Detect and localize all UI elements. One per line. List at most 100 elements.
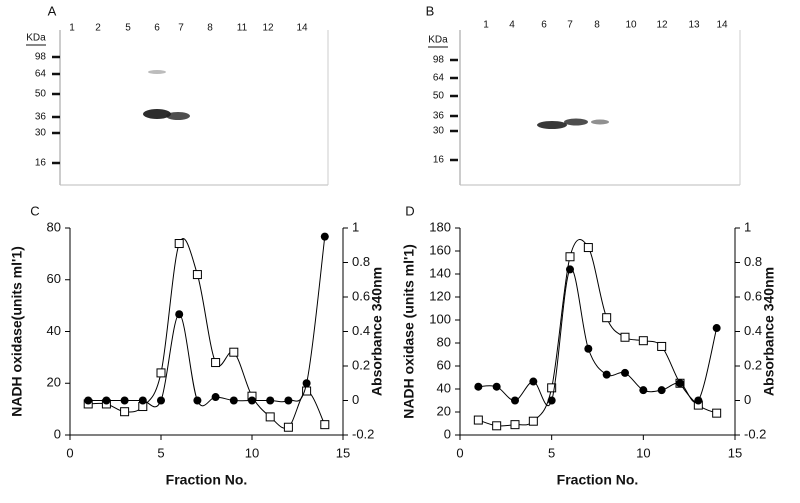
- circle-marker: [284, 396, 293, 405]
- circle-marker: [657, 386, 666, 395]
- square-marker: [265, 412, 275, 422]
- circle-marker: [621, 368, 629, 377]
- square-marker: [473, 415, 483, 425]
- panel-label: A: [48, 3, 57, 18]
- gel-band: [537, 121, 567, 129]
- marker-label: 98: [433, 55, 445, 66]
- y-tick-label: 60: [47, 271, 61, 286]
- square-marker: [192, 270, 202, 280]
- y2-tick-label: 1: [352, 219, 359, 234]
- y-tick-label: 160: [429, 242, 451, 257]
- y2-tick-label: -0.2: [352, 426, 374, 441]
- x-tick-label: 5: [548, 445, 555, 460]
- circle-marker: [320, 232, 329, 241]
- square-marker: [528, 416, 538, 426]
- y2-tick-label: 0.2: [352, 357, 370, 372]
- y-tick-label: 40: [437, 380, 451, 395]
- circle-marker: [602, 370, 611, 379]
- gel-band: [591, 119, 609, 125]
- circle-marker: [193, 396, 202, 405]
- gel-band: [564, 118, 588, 126]
- marker-label: 36: [433, 111, 445, 122]
- x-tick-label: 0: [66, 445, 73, 460]
- y-tick-label: 120: [429, 288, 451, 303]
- square-marker: [174, 239, 184, 249]
- x-tick-label: 15: [728, 445, 742, 460]
- circle-marker: [248, 396, 256, 405]
- marker-label: 50: [35, 89, 47, 100]
- lane-label: 4: [509, 20, 515, 31]
- x-axis-label: Fraction No.: [166, 472, 248, 488]
- y2-tick-label: 0.4: [744, 323, 762, 338]
- y2-tick-label: 0.8: [744, 254, 762, 269]
- y2-tick-label: 0.8: [352, 254, 370, 269]
- y2-tick-label: 0.2: [744, 357, 762, 372]
- gel-band: [148, 70, 166, 74]
- marker-label: 98: [35, 52, 47, 63]
- circle-marker: [547, 396, 556, 405]
- circle-marker: [302, 379, 311, 388]
- lane-label: 1: [483, 20, 489, 31]
- lane-label: 8: [594, 20, 600, 31]
- y2-axis-label: Absorbance 340nm: [369, 267, 385, 396]
- square-marker: [565, 252, 575, 262]
- square-marker: [320, 420, 330, 430]
- circle-marker: [492, 382, 501, 391]
- lane-label: 8: [207, 23, 213, 34]
- y-axis-label: NADH oxidase(units ml'1): [9, 246, 25, 417]
- y-tick-label: 140: [429, 265, 451, 280]
- square-marker: [583, 243, 593, 253]
- square-marker: [657, 341, 667, 351]
- y-tick-label: 180: [429, 219, 451, 234]
- lane-label: 14: [296, 23, 308, 34]
- circle-marker: [138, 396, 147, 405]
- circle-marker: [676, 379, 684, 388]
- y-tick-label: 20: [437, 403, 451, 418]
- square-marker: [120, 407, 130, 417]
- circle-marker: [120, 396, 129, 405]
- lane-label: 6: [154, 23, 160, 34]
- lane-label: 1: [69, 23, 75, 34]
- x-tick-label: 5: [157, 445, 164, 460]
- circle-marker: [157, 396, 165, 405]
- circle-marker: [266, 396, 275, 405]
- square-marker: [638, 336, 648, 346]
- square-marker: [547, 383, 557, 393]
- circle-marker: [84, 396, 93, 405]
- marker-label: 16: [433, 155, 445, 166]
- x-axis-label: Fraction No.: [557, 472, 639, 488]
- lane-label: 12: [656, 20, 668, 31]
- x-tick-label: 10: [245, 445, 259, 460]
- marker-label: 16: [35, 158, 47, 169]
- circle-marker: [229, 396, 238, 405]
- x-tick-label: 0: [456, 445, 463, 460]
- lane-label: 7: [567, 20, 573, 31]
- circle-marker: [639, 386, 648, 395]
- circle-marker: [474, 382, 483, 391]
- x-tick-label: 10: [636, 445, 650, 460]
- marker-label: 30: [433, 126, 445, 137]
- panel-label: C: [30, 203, 39, 218]
- gel-band: [166, 112, 190, 120]
- square-marker: [283, 422, 293, 432]
- square-marker: [510, 420, 520, 430]
- square-marker: [211, 358, 221, 368]
- y2-tick-label: 0: [352, 392, 359, 407]
- square-marker: [492, 421, 502, 431]
- circle-marker: [566, 265, 574, 274]
- square-marker: [156, 368, 166, 378]
- x-tick-label: 15: [336, 445, 350, 460]
- panel-label: D: [405, 203, 414, 218]
- square-marker: [620, 332, 630, 342]
- square-marker: [602, 313, 612, 323]
- y2-tick-label: 0.6: [352, 288, 370, 303]
- lane-label: 11: [237, 23, 248, 34]
- circle-marker: [211, 393, 220, 402]
- marker-label: 64: [433, 73, 445, 84]
- lane-label: 2: [95, 23, 101, 34]
- lane-label: 7: [178, 23, 184, 34]
- unit-label: KDa: [26, 33, 46, 44]
- lane-label: 14: [716, 20, 728, 31]
- y-tick-label: 0: [54, 426, 61, 441]
